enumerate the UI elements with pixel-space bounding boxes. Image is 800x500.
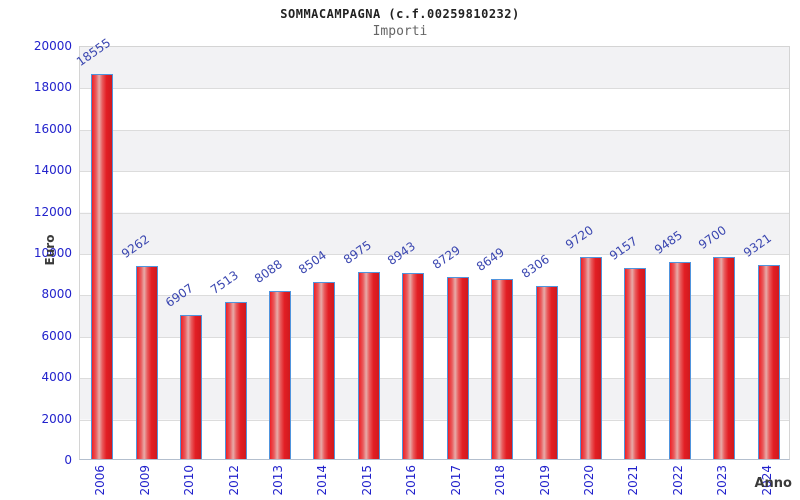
gridline	[80, 419, 789, 421]
x-tick-label: 2018	[493, 465, 508, 496]
x-axis-title: Anno	[754, 476, 792, 491]
x-tick-label: 2019	[537, 465, 552, 496]
gridline	[80, 378, 789, 380]
chart-subtitle: Importi	[372, 24, 428, 39]
chart-title: SOMMACAMPAGNA (c.f.00259810232)	[280, 7, 520, 21]
bar-2010	[180, 315, 203, 459]
bar-value-label: 8504	[296, 247, 330, 277]
bar-value-label: 8088	[251, 256, 285, 286]
bar-2009	[135, 266, 158, 459]
bar-value-label: 8306	[518, 252, 552, 282]
y-tick-label: 2000	[41, 411, 72, 426]
gridline	[80, 88, 789, 90]
bar-value-label: 9485	[651, 227, 685, 257]
gridline	[80, 295, 789, 297]
bar-2018	[491, 278, 514, 459]
bar-2023	[713, 257, 736, 459]
y-tick-label: 20000	[33, 39, 72, 53]
bar-value-label: 8943	[385, 238, 419, 268]
bar-2019	[535, 286, 558, 459]
x-tick-label: 2015	[359, 465, 374, 496]
bar-value-label: 8975	[340, 238, 374, 268]
x-tick-label: 2017	[448, 465, 463, 496]
bar-value-label: 6907	[163, 281, 197, 311]
bar-2015	[357, 272, 380, 459]
y-tick-label: 16000	[33, 121, 72, 136]
x-tick-label: 2022	[670, 465, 685, 496]
y-tick-label: 10000	[33, 246, 72, 260]
bar-value-label: 9157	[607, 234, 641, 264]
bar-2012	[224, 302, 247, 459]
bar-2017	[446, 277, 469, 459]
bar-value-label: 9700	[696, 223, 730, 253]
x-tick-label: 2006	[93, 465, 108, 496]
gridline	[80, 129, 789, 131]
bar-value-label: 8729	[429, 243, 463, 273]
x-tick-label: 2023	[715, 465, 730, 496]
x-tick-label: 2021	[626, 465, 641, 496]
bar-2014	[313, 281, 336, 459]
x-tick-label: 2010	[182, 465, 197, 496]
gridline	[80, 171, 789, 173]
x-tick-label: 2013	[270, 465, 285, 496]
bar-2022	[668, 261, 691, 459]
x-tick-label: 2020	[582, 465, 597, 496]
bar-value-label: 9321	[740, 231, 774, 261]
y-tick-label: 14000	[33, 163, 72, 178]
x-tick-label: 2009	[137, 465, 152, 496]
x-tick-label: 2012	[226, 465, 241, 496]
bar-2021	[624, 268, 647, 459]
bar-2024	[757, 265, 780, 459]
gridline	[80, 212, 789, 214]
y-tick-label: 4000	[41, 370, 72, 385]
x-tick-label: 2016	[404, 465, 419, 496]
y-tick-label: 18000	[33, 80, 72, 95]
gridline	[80, 336, 789, 338]
y-tick-label: 6000	[41, 328, 72, 343]
bar-value-label: 8649	[474, 244, 508, 274]
bar-value-label: 18555	[74, 35, 114, 69]
bar-value-label: 9720	[563, 222, 597, 252]
bar-2013	[268, 290, 291, 459]
y-tick-label: 8000	[41, 287, 72, 302]
gridline	[80, 254, 789, 255]
y-tick-label: 12000	[33, 204, 72, 219]
y-tick-label: 0	[64, 453, 72, 467]
bar-2006	[91, 73, 114, 459]
x-tick-label: 2014	[315, 465, 330, 496]
bar-value-label: 7513	[207, 268, 241, 298]
bar-2016	[402, 272, 425, 459]
plot-area: 18555 9262 6907 7513 8088 8504 8975 8943 8729 864…	[74, 36, 790, 460]
bar-2020	[580, 256, 603, 459]
bar-value-label: 9262	[118, 232, 152, 262]
y-axis-title: Euro	[43, 234, 57, 266]
